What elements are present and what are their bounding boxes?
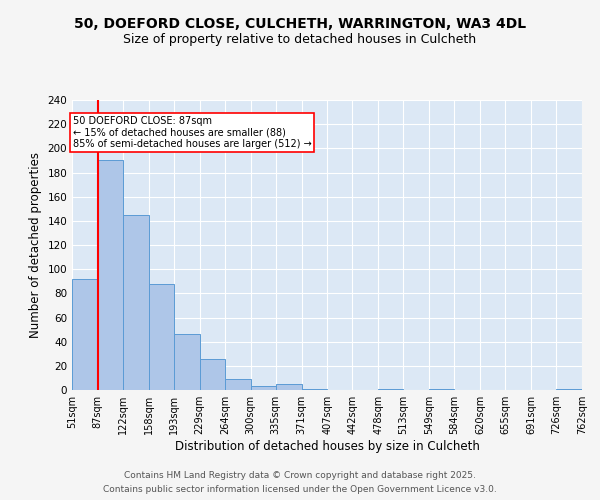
Text: 50, DOEFORD CLOSE, CULCHETH, WARRINGTON, WA3 4DL: 50, DOEFORD CLOSE, CULCHETH, WARRINGTON,… [74, 18, 526, 32]
Bar [72, 279, 98, 390]
Text: 50 DOEFORD CLOSE: 87sqm
← 15% of detached houses are smaller (88)
85% of semi-de: 50 DOEFORD CLOSE: 87sqm ← 15% of detache… [73, 116, 311, 149]
Text: Size of property relative to detached houses in Culcheth: Size of property relative to detached ho… [124, 32, 476, 46]
Bar [200, 358, 225, 390]
Text: Contains public sector information licensed under the Open Government Licence v3: Contains public sector information licen… [103, 484, 497, 494]
Bar [378, 389, 403, 390]
Bar [429, 389, 454, 390]
Bar [276, 384, 302, 390]
Bar [123, 215, 149, 390]
Bar [149, 284, 174, 390]
X-axis label: Distribution of detached houses by size in Culcheth: Distribution of detached houses by size … [175, 440, 479, 453]
Bar [174, 334, 200, 390]
Bar [251, 386, 276, 390]
Bar [302, 389, 328, 390]
Bar [556, 389, 582, 390]
Bar [98, 160, 123, 390]
Bar [225, 379, 251, 390]
Y-axis label: Number of detached properties: Number of detached properties [29, 152, 42, 338]
Text: Contains HM Land Registry data © Crown copyright and database right 2025.: Contains HM Land Registry data © Crown c… [124, 472, 476, 480]
